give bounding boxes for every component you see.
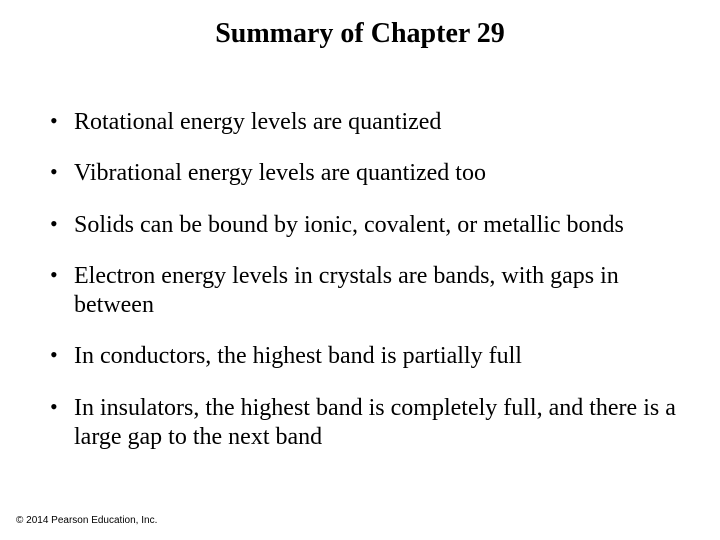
copyright-footer: © 2014 Pearson Education, Inc. [16,515,157,526]
list-item: Vibrational energy levels are quantized … [46,159,680,188]
list-item: In conductors, the highest band is parti… [46,342,680,371]
list-item: In insulators, the highest band is compl… [46,394,680,453]
bullet-list: Rotational energy levels are quantized V… [46,108,680,452]
list-item: Electron energy levels in crystals are b… [46,262,680,321]
slide: Summary of Chapter 29 Rotational energy … [0,0,720,540]
slide-title: Summary of Chapter 29 [0,18,720,50]
slide-content: Rotational energy levels are quantized V… [46,108,680,474]
list-item: Solids can be bound by ionic, covalent, … [46,211,680,240]
list-item: Rotational energy levels are quantized [46,108,680,137]
